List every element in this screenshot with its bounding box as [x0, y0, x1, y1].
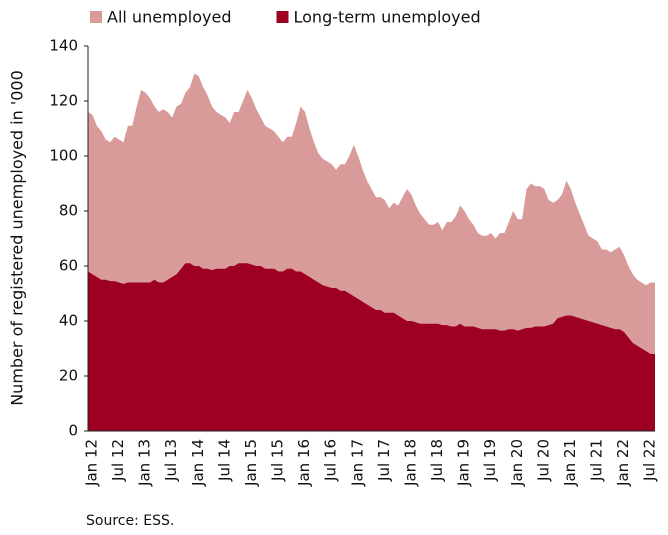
x-tick-label: Jul 15 [269, 439, 287, 482]
x-tick-label: Jan 21 [561, 439, 579, 487]
x-tick-label: Jul 17 [375, 439, 393, 482]
x-tick-label: Jan 13 [136, 439, 154, 487]
x-tick-label: Jan 17 [348, 439, 366, 487]
legend-label: Long-term unemployed [294, 8, 481, 27]
y-tick-label: 40 [59, 312, 78, 330]
area [88, 263, 655, 431]
y-tick-label: 120 [49, 92, 78, 110]
x-tick-label: Jul 19 [481, 439, 499, 482]
x-tick-label: Jan 20 [508, 439, 526, 487]
legend-swatch [90, 11, 102, 23]
x-tick-label: Jul 13 [162, 439, 180, 482]
x-tick-label: Jan 19 [455, 439, 473, 487]
x-tick-label: Jul 22 [641, 439, 659, 482]
source: Source: ESS. [86, 513, 174, 529]
x-tick-label: Jan 16 [295, 439, 313, 487]
y-axis-label: Number of registered unemployed in '000 [8, 70, 27, 406]
y-tick-label: 140 [49, 37, 78, 55]
y-tick-label: 60 [59, 257, 78, 275]
x-tick-label: Jan 12 [83, 439, 101, 487]
legend-swatch [276, 11, 289, 23]
y-tick-label: 100 [49, 147, 78, 165]
y-tick-label: 80 [59, 202, 78, 220]
x-tick-label: Jan 14 [189, 439, 207, 487]
x-tick-label: Jan 22 [614, 439, 632, 487]
legend-label: All unemployed [107, 8, 232, 27]
y-tick-label: 0 [68, 422, 78, 440]
x-tick-label: Jul 14 [215, 439, 233, 482]
x-tick-label: Jul 20 [534, 439, 552, 482]
x-tick-label: Jan 15 [242, 439, 260, 487]
x-tick-label: Jul 18 [428, 439, 446, 482]
y-tick-label: 20 [59, 367, 78, 385]
x-tick-label: Jul 12 [109, 439, 127, 482]
x-tick-label: Jul 16 [322, 439, 340, 482]
x-tick-label: Jan 18 [401, 439, 419, 487]
x-tick-label: Jul 21 [587, 439, 605, 482]
